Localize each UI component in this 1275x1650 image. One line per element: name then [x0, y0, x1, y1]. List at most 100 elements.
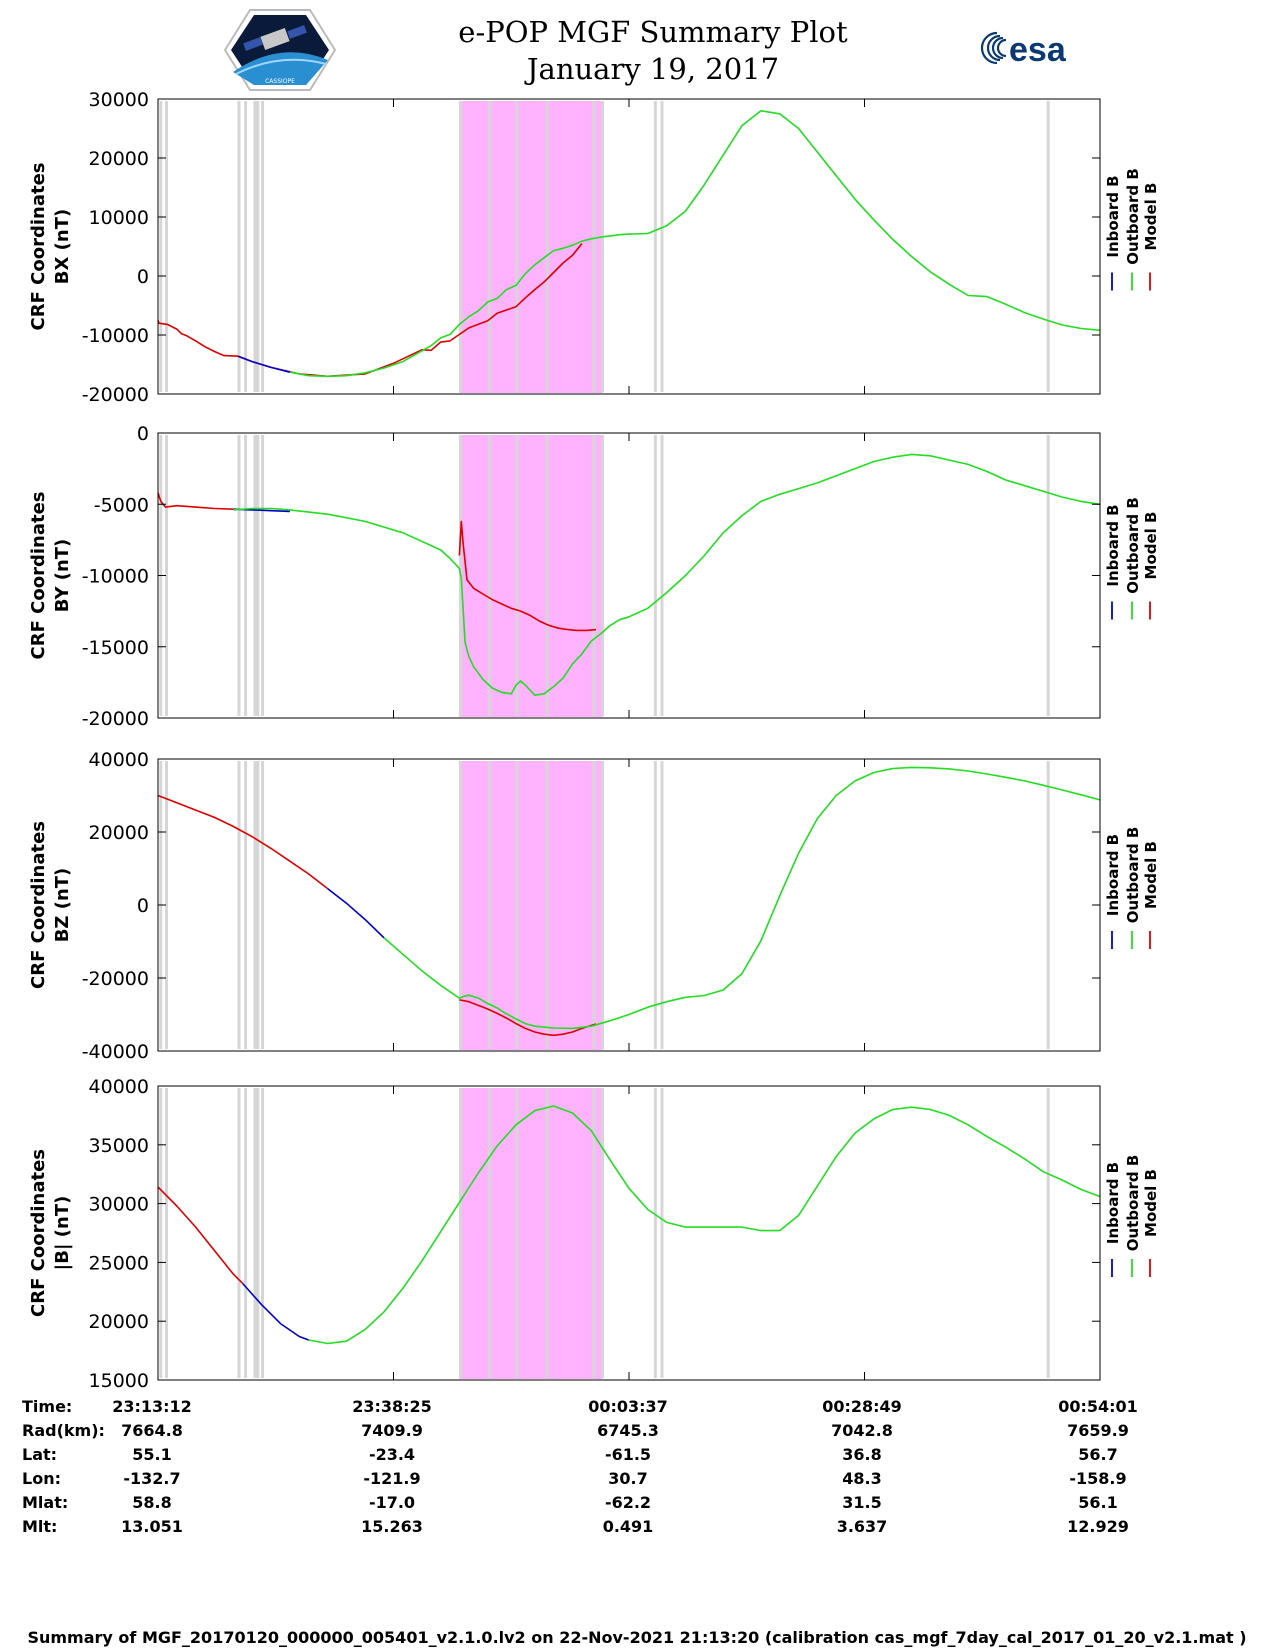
legend-label: Model B	[1142, 512, 1160, 580]
y-tick-label: 20000	[89, 1311, 149, 1333]
y-axis-label: CRF Coordinates |B| (nT)	[28, 1149, 73, 1317]
table-cell: 7042.8	[831, 1421, 893, 1440]
y-tick-label: 25000	[89, 1252, 149, 1274]
y-tick-label: 10000	[89, 207, 149, 229]
panel-4: 40000 35000 30000 25000 20000 15000 CRF Coordi…	[28, 1076, 1160, 1392]
y-tick-label: -20000	[82, 384, 149, 406]
legend: Inboard B Outboard B Model B	[1104, 168, 1160, 291]
y-tick-label: 0	[137, 423, 149, 445]
legend-label: Outboard B	[1124, 168, 1142, 265]
table-cell: 00:28:49	[822, 1397, 902, 1416]
y-axis-label-line: CRF Coordinates	[28, 821, 49, 989]
series-inboard-b	[237, 355, 291, 373]
y-tick-label: 35000	[89, 1135, 149, 1157]
table-cell: 36.8	[842, 1445, 881, 1464]
y-tick-label: 20000	[89, 822, 149, 844]
legend-label: Model B	[1142, 841, 1160, 909]
table-cell: 55.1	[132, 1445, 171, 1464]
series-model-b	[458, 520, 597, 632]
table-cell: 58.8	[132, 1493, 171, 1512]
panel-1: 30000 20000 10000 0 -10000 -20000 CRF Coordina…	[28, 89, 1160, 406]
table-row-label: Time:	[22, 1397, 72, 1416]
y-tick-label: -20000	[82, 968, 149, 990]
table-cell: 15.263	[361, 1517, 423, 1536]
position-table: Time: Rad(km): Lat: Lon: Mlat: Mlt: 23:13:12 7…	[22, 1397, 1138, 1536]
series-model-b	[157, 794, 329, 890]
y-tick-label: 30000	[89, 1194, 149, 1216]
y-tick-label: -5000	[94, 494, 149, 516]
y-tick-label: 20000	[89, 148, 149, 170]
table-cell: 00:54:01	[1058, 1397, 1138, 1416]
y-tick-label: 40000	[89, 1076, 149, 1098]
y-axis-label: CRF Coordinates BZ (nT)	[28, 821, 73, 989]
table-cell: 56.1	[1078, 1493, 1117, 1512]
y-tick-label: 40000	[89, 749, 149, 771]
plot-title: e-POP MGF Summary Plot	[458, 15, 848, 49]
table-cell: 7664.8	[121, 1421, 183, 1440]
mode-shading	[459, 101, 603, 393]
table-cell: -121.9	[363, 1469, 420, 1488]
y-tick-label: 30000	[89, 89, 149, 111]
table-cell: 6745.3	[597, 1421, 659, 1440]
cassiope-logo-caption: CASSIOPE	[265, 78, 295, 85]
panel-2: 0 -5000 -10000 -15000 -20000 CRF Coordinates B…	[28, 423, 1160, 730]
y-axis-label-line: CRF Coordinates	[28, 1149, 49, 1317]
table-cell: 31.5	[842, 1493, 881, 1512]
legend-label: Model B	[1142, 1169, 1160, 1237]
series-outboard-b	[383, 766, 1101, 1030]
y-tick-label: -20000	[82, 708, 149, 730]
table-cell: 0.491	[603, 1517, 654, 1536]
y-tick-label: -10000	[82, 325, 149, 347]
legend-label: Inboard B	[1104, 504, 1122, 586]
legend-label: Inboard B	[1104, 175, 1122, 257]
table-cell: 30.7	[608, 1469, 647, 1488]
table-cell: -132.7	[123, 1469, 180, 1488]
table-cell: 23:13:12	[112, 1397, 192, 1416]
table-row-label: Lon:	[22, 1469, 61, 1488]
legend-label: Inboard B	[1104, 834, 1122, 916]
table-cell: -23.4	[369, 1445, 415, 1464]
panel-3: 40000 20000 0 -20000 -40000 CRF Coordinates BZ…	[28, 749, 1160, 1063]
series-outboard-b	[233, 453, 1101, 697]
y-axis-label-line: CRF Coordinates	[28, 492, 49, 660]
series-inboard-b	[242, 1283, 309, 1341]
table-row-label: Rad(km):	[22, 1421, 105, 1440]
table-cell: 00:03:37	[588, 1397, 668, 1416]
table-cell: -158.9	[1069, 1469, 1126, 1488]
series-inboard-b	[327, 887, 385, 939]
y-tick-label: 0	[137, 895, 149, 917]
table-cell: 56.7	[1078, 1445, 1117, 1464]
series-model-b	[157, 1186, 244, 1285]
y-tick-label: 0	[137, 266, 149, 288]
table-row-label: Mlat:	[22, 1493, 68, 1512]
cassiope-logo: CASSIOPE	[223, 9, 337, 91]
panels: 30000 20000 10000 0 -10000 -20000 CRF Coordina…	[28, 89, 1160, 1392]
legend-label: Outboard B	[1124, 497, 1142, 594]
y-tick-label: -15000	[82, 637, 149, 659]
table-cell: -61.5	[605, 1445, 651, 1464]
legend: Inboard B Outboard B Model B	[1104, 1155, 1160, 1277]
plot-frame	[157, 758, 1101, 1052]
legend-label: Inboard B	[1104, 1162, 1122, 1244]
legend: Inboard B Outboard B Model B	[1104, 827, 1160, 949]
plot-frame	[157, 432, 1101, 719]
series-outboard-b	[289, 110, 1101, 378]
table-cell: 48.3	[842, 1469, 881, 1488]
mode-shading	[459, 1088, 603, 1379]
header: CASSIOPE e-POP MGF Summary Plot January …	[223, 9, 1067, 91]
table-cell: 7659.9	[1067, 1421, 1129, 1440]
mode-shading	[459, 435, 603, 717]
plot-date: January 19, 2017	[524, 52, 779, 86]
y-axis-label-line: BY (nT)	[52, 539, 73, 613]
y-axis-label: CRF Coordinates BX (nT)	[28, 163, 73, 331]
y-axis-label-line: BZ (nT)	[52, 868, 73, 943]
table-cell: 12.929	[1067, 1517, 1129, 1536]
y-tick-label: -40000	[82, 1041, 149, 1063]
y-axis-label-line: BX (nT)	[52, 209, 73, 284]
legend-label: Model B	[1142, 183, 1160, 251]
table-cell: -62.2	[605, 1493, 651, 1512]
legend-label: Outboard B	[1124, 1155, 1142, 1252]
y-axis-label-line: |B| (nT)	[52, 1196, 73, 1271]
series-model-b	[157, 492, 234, 510]
